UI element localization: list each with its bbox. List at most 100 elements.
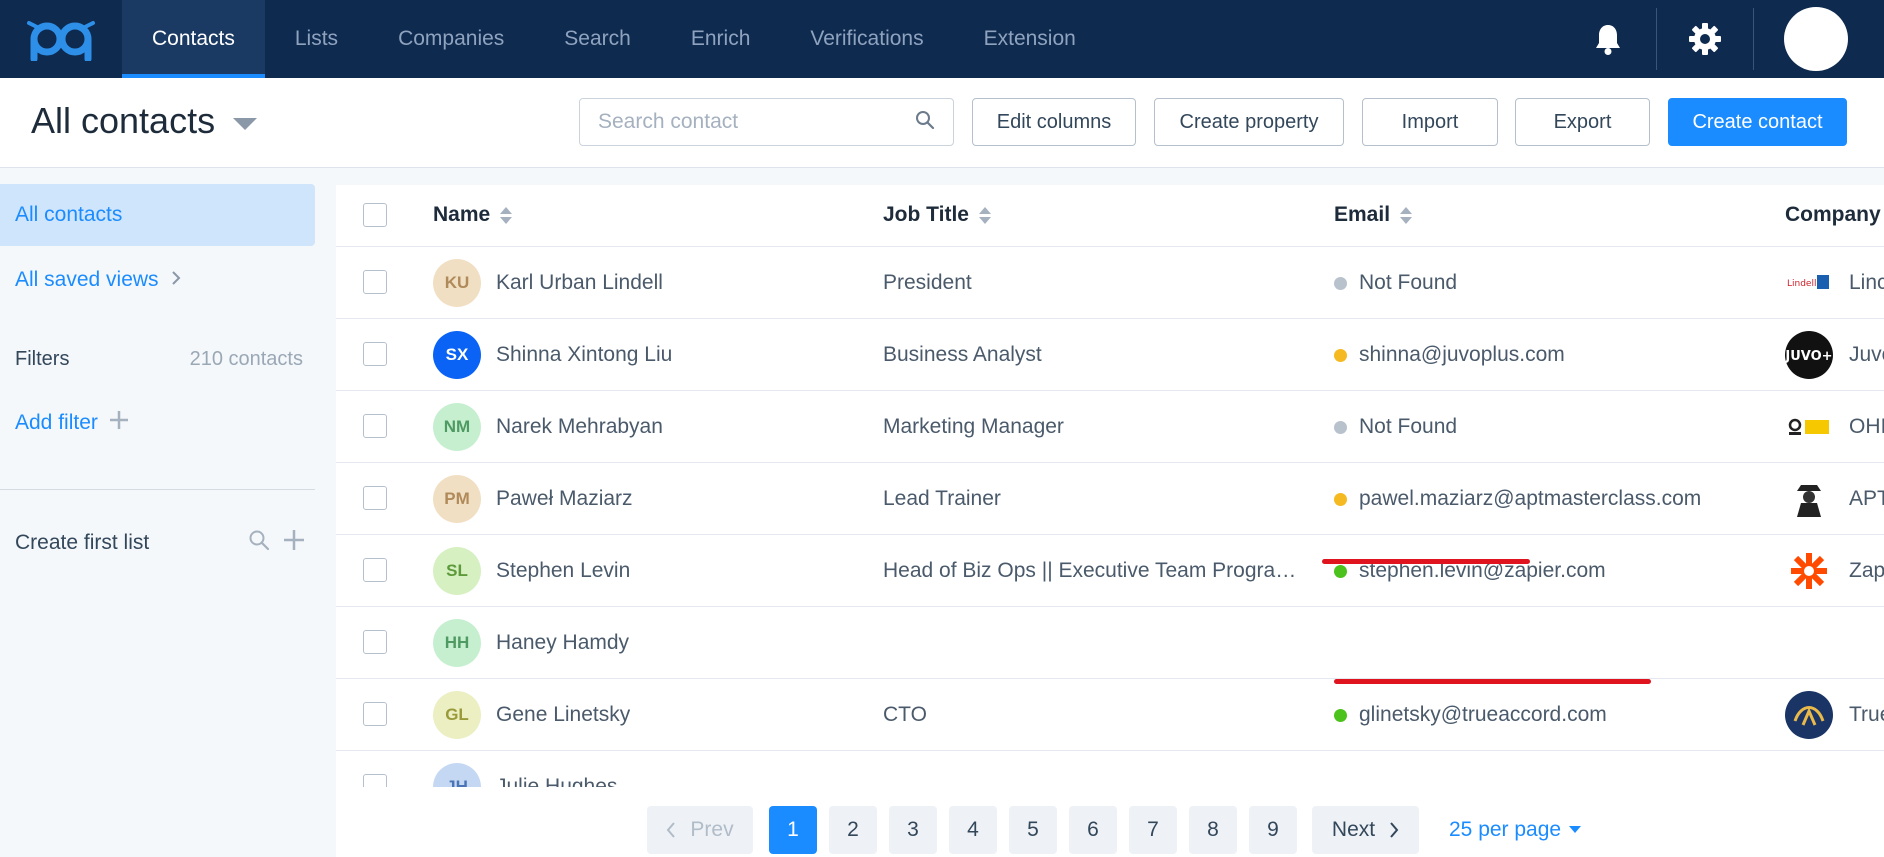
contact-avatar: GL	[433, 691, 481, 739]
table-row[interactable]: HH Haney Hamdy	[336, 607, 1884, 679]
next-page-button[interactable]: Next	[1312, 806, 1419, 854]
app-logo[interactable]	[0, 0, 122, 78]
nav-tab-lists[interactable]: Lists	[294, 27, 339, 50]
company-logo-icon	[1785, 547, 1833, 595]
row-checkbox[interactable]	[363, 414, 387, 438]
page-button-8-label: 8	[1207, 818, 1219, 841]
sidebar-item-all-saved-views[interactable]: All saved views	[15, 268, 181, 292]
plus-icon[interactable]	[282, 528, 306, 557]
contact-job-title: President	[883, 271, 972, 294]
create-contact-button[interactable]: Create contact	[1668, 98, 1847, 146]
search-icon[interactable]	[915, 110, 935, 135]
contact-company[interactable]: Zap	[1785, 547, 1884, 595]
contact-name[interactable]: Julie Hughes	[496, 775, 618, 787]
table-body: Name Job Title Email Company KU Karl Urba…	[336, 185, 1884, 787]
contact-company[interactable]: True	[1785, 691, 1884, 739]
nav-tab-extension[interactable]: Extension	[983, 27, 1076, 50]
row-checkbox[interactable]	[363, 702, 387, 726]
table-row[interactable]: PM Paweł Maziarz Lead Trainer pawel.maziarz…	[336, 463, 1884, 535]
column-header-email[interactable]: Email	[1334, 203, 1413, 227]
annotation-underline	[1334, 679, 1651, 684]
sort-icon	[500, 206, 513, 224]
prev-page-button[interactable]: Prev	[647, 806, 753, 854]
nav-tab-contacts[interactable]: Contacts	[122, 0, 265, 78]
table-header: Name Job Title Email Company	[336, 185, 1884, 247]
filters-label: Filters	[15, 348, 70, 370]
contact-avatar: HH	[433, 619, 481, 667]
page-button-2[interactable]: 2	[829, 806, 877, 854]
contact-name[interactable]: Karl Urban Lindell	[496, 271, 663, 294]
contact-company[interactable]: JUVO+ Juvo	[1785, 331, 1884, 379]
svg-text:JUVO+: JUVO+	[1785, 349, 1833, 364]
per-page-select[interactable]: 25 per page	[1449, 818, 1582, 842]
page-button-6[interactable]: 6	[1069, 806, 1117, 854]
caret-down-icon	[1569, 826, 1582, 834]
contact-email[interactable]: shinna@juvoplus.com	[1334, 343, 1565, 367]
contact-name[interactable]: Paweł Maziarz	[496, 487, 633, 510]
contact-avatar: JH	[433, 763, 481, 787]
row-checkbox[interactable]	[363, 630, 387, 654]
user-avatar[interactable]	[1784, 7, 1848, 71]
sidebar-item-all-contacts[interactable]: All contacts	[0, 184, 315, 246]
contact-email[interactable]: Not Found	[1334, 271, 1457, 295]
contact-name[interactable]: Narek Mehrabyan	[496, 415, 663, 438]
table-row[interactable]: GL Gene Linetsky CTO glinetsky@trueaccord.c…	[336, 679, 1884, 751]
contact-avatar: PM	[433, 475, 481, 523]
page-button-4[interactable]: 4	[949, 806, 997, 854]
nav-tab-enrich[interactable]: Enrich	[690, 27, 751, 50]
page-button-7[interactable]: 7	[1129, 806, 1177, 854]
edit-columns-button[interactable]: Edit columns	[972, 98, 1136, 146]
contact-company[interactable]: Lindell Linc	[1785, 259, 1884, 307]
nav-separator	[1753, 8, 1754, 70]
sort-icon	[1400, 206, 1413, 224]
table-row[interactable]: JH Julie Hughes	[336, 751, 1884, 787]
row-checkbox[interactable]	[363, 342, 387, 366]
row-checkbox[interactable]	[363, 558, 387, 582]
contact-company[interactable]: APT	[1785, 475, 1884, 523]
table-row[interactable]: NM Narek Mehrabyan Marketing Manager Not Fo…	[336, 391, 1884, 463]
search-icon[interactable]	[248, 529, 270, 556]
contact-email[interactable]: pawel.maziarz@aptmasterclass.com	[1334, 487, 1701, 511]
table-row[interactable]: SX Shinna Xintong Liu Business Analyst shin…	[336, 319, 1884, 391]
nav-tab-companies[interactable]: Companies	[398, 27, 505, 50]
add-filter-button[interactable]: Add filter	[15, 409, 130, 437]
caret-down-icon	[233, 118, 258, 130]
table-row[interactable]: SL Stephen Levin Head of Biz Ops || Execut…	[336, 535, 1884, 607]
select-all-checkbox[interactable]	[363, 203, 387, 227]
page-button-1[interactable]: 1	[769, 806, 817, 854]
nav-tab-search[interactable]: Search	[564, 27, 631, 50]
page-button-9[interactable]: 9	[1249, 806, 1297, 854]
contact-company[interactable]: OHI	[1785, 403, 1884, 451]
page-button-8[interactable]: 8	[1189, 806, 1237, 854]
column-header-name[interactable]: Name	[433, 203, 513, 227]
contact-name[interactable]: Haney Hamdy	[496, 631, 630, 654]
page-title[interactable]: All contacts	[31, 100, 258, 142]
contact-name[interactable]: Shinna Xintong Liu	[496, 343, 673, 366]
contact-email[interactable]: stephen.levin@zapier.com	[1334, 559, 1606, 583]
company-logo-icon	[1785, 403, 1833, 451]
create-property-button[interactable]: Create property	[1154, 98, 1344, 146]
contact-email[interactable]: glinetsky@trueaccord.com	[1334, 703, 1607, 727]
column-header-company[interactable]: Company	[1785, 203, 1881, 227]
import-button[interactable]: Import	[1362, 98, 1498, 146]
page-button-5[interactable]: 5	[1009, 806, 1057, 854]
row-checkbox[interactable]	[363, 270, 387, 294]
email-text: shinna@juvoplus.com	[1359, 343, 1565, 366]
contact-name[interactable]: Stephen Levin	[496, 559, 631, 582]
column-header-job-title[interactable]: Job Title	[883, 203, 991, 227]
bell-icon[interactable]	[1560, 0, 1656, 78]
row-checkbox[interactable]	[363, 774, 387, 787]
export-button[interactable]: Export	[1515, 98, 1650, 146]
row-checkbox[interactable]	[363, 486, 387, 510]
page-button-4-label: 4	[967, 818, 979, 841]
email-status-dot	[1334, 492, 1347, 506]
gear-icon[interactable]	[1657, 0, 1753, 78]
contact-avatar: NM	[433, 403, 481, 451]
page-button-1-label: 1	[787, 818, 799, 841]
contact-name[interactable]: Gene Linetsky	[496, 703, 631, 726]
table-row[interactable]: KU Karl Urban Lindell President Not Found Li…	[336, 247, 1884, 319]
page-button-3[interactable]: 3	[889, 806, 937, 854]
contact-email[interactable]: Not Found	[1334, 415, 1457, 439]
nav-tab-verifications[interactable]: Verifications	[810, 27, 924, 50]
search-input[interactable]	[598, 110, 915, 134]
